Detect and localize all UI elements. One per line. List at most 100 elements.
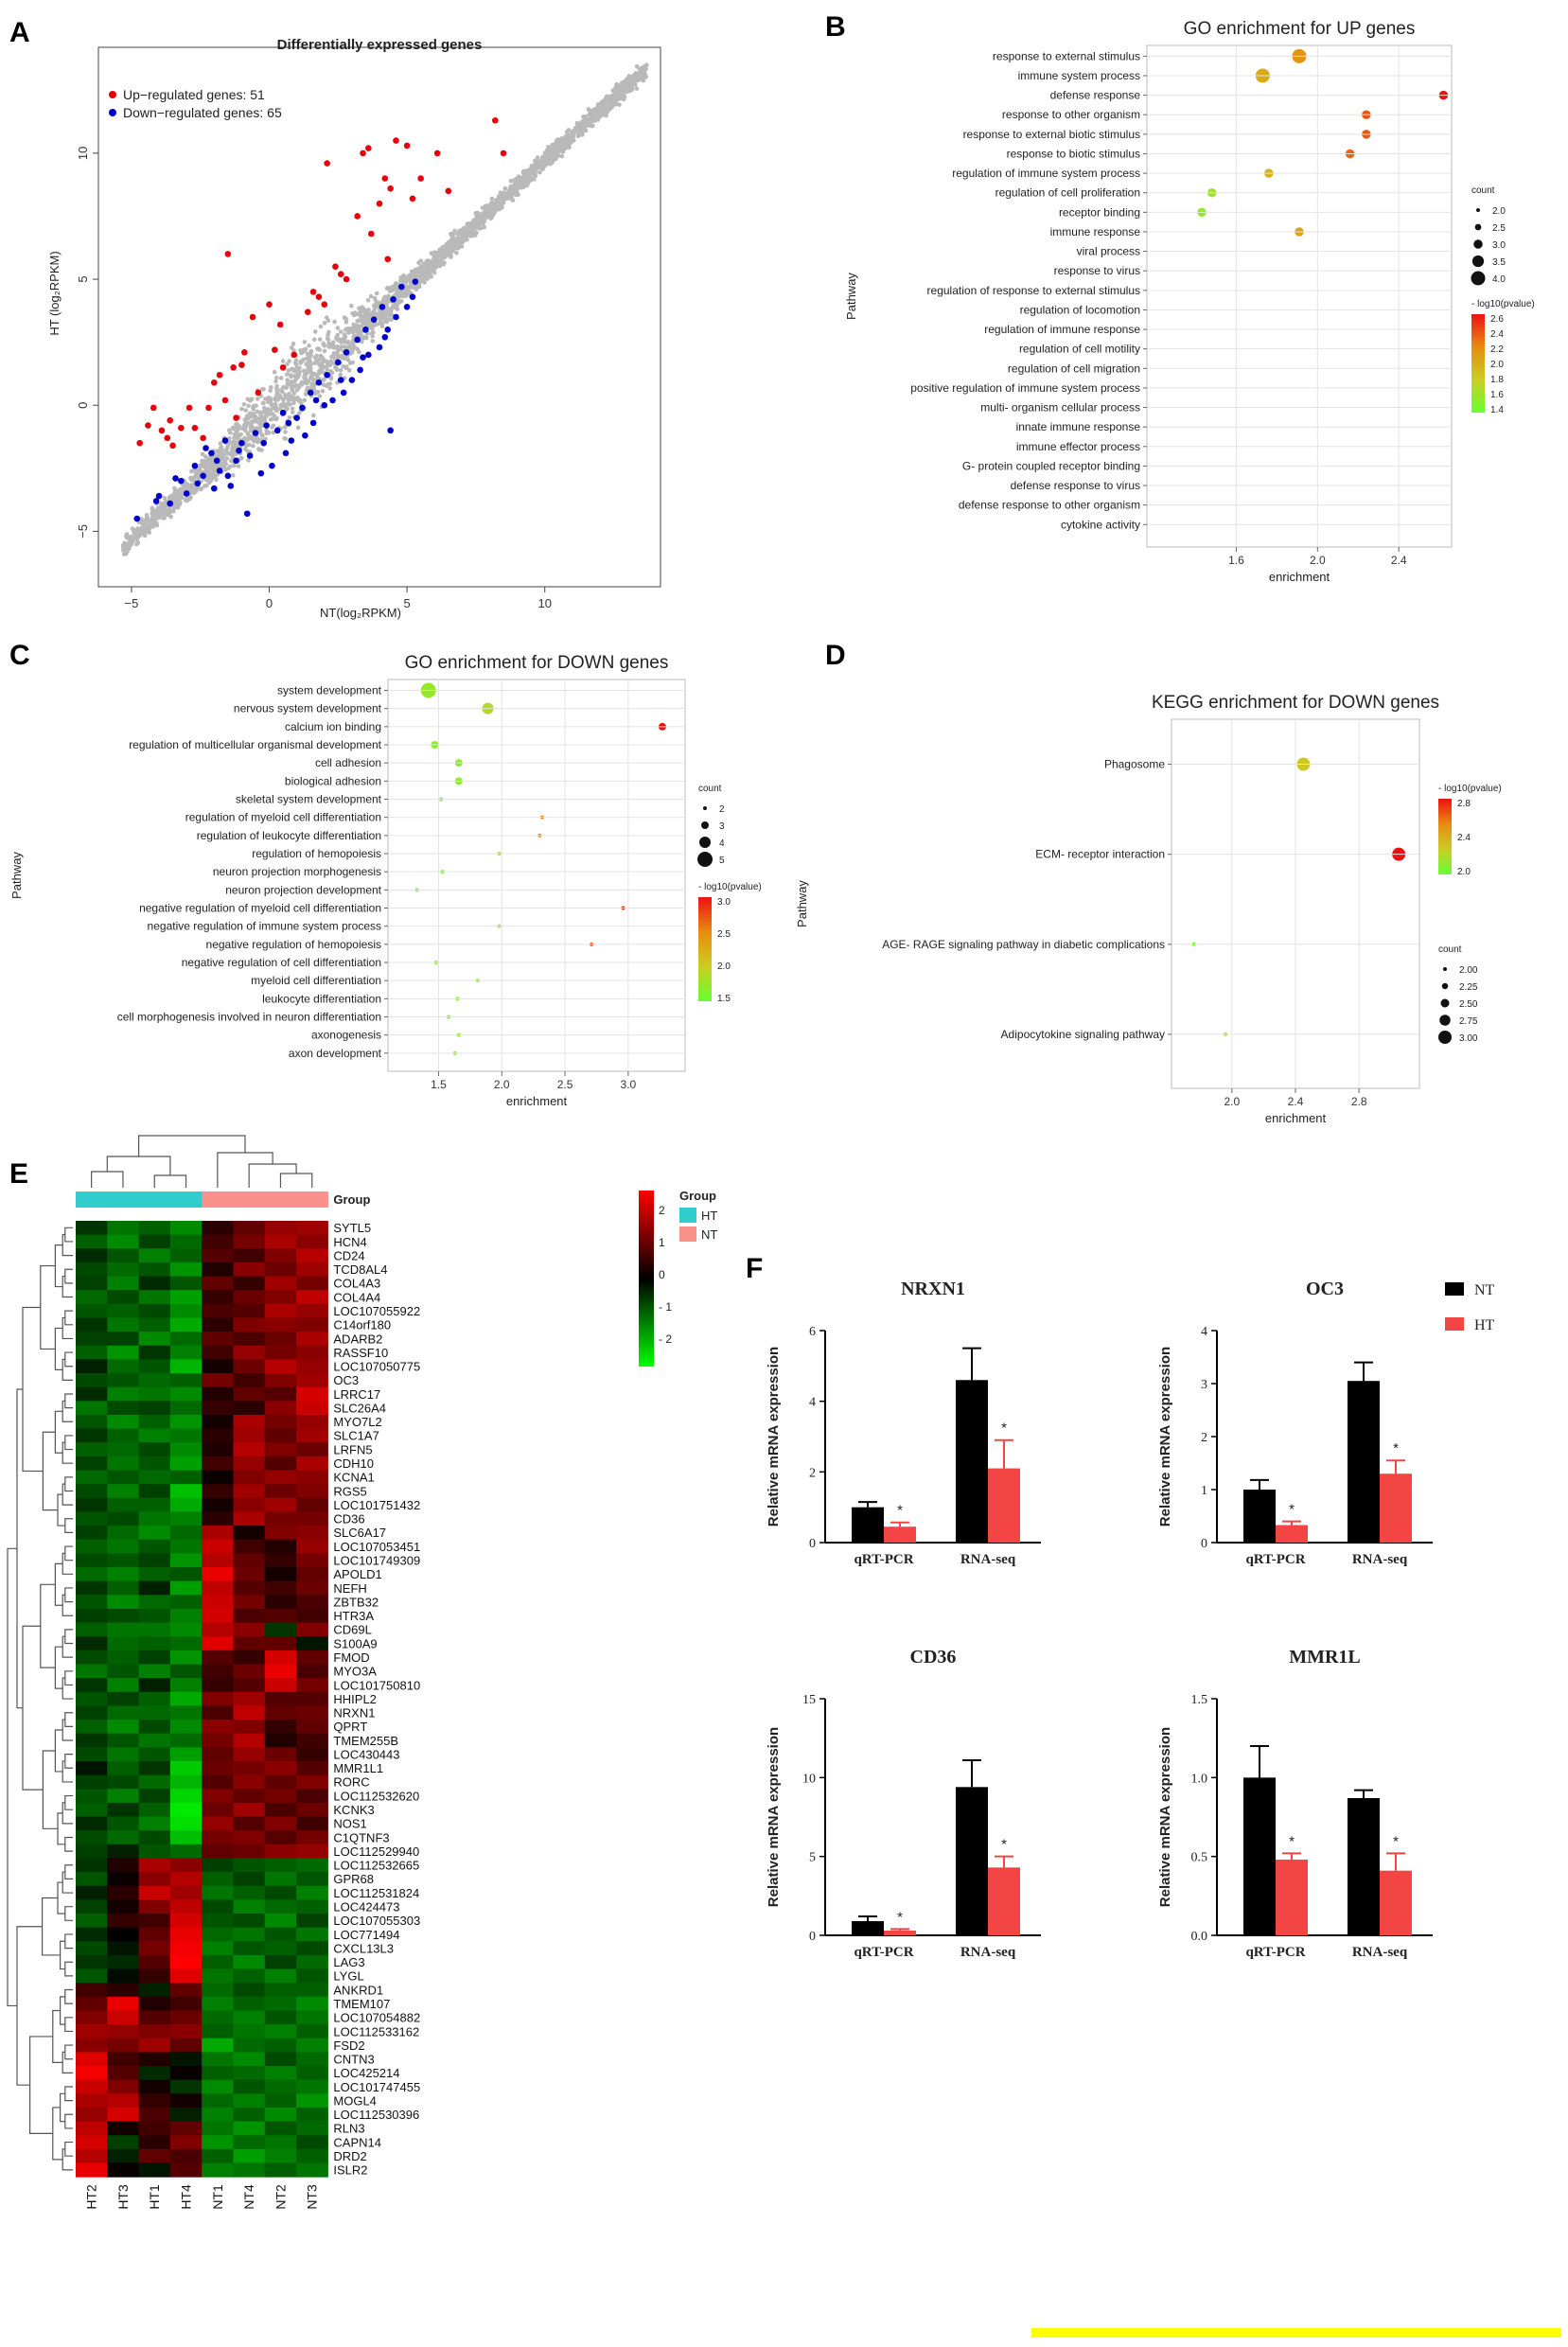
significance-marker: * bbox=[1393, 1833, 1399, 1849]
background-gene-point bbox=[432, 252, 436, 257]
data-point bbox=[243, 510, 251, 518]
heatmap-cell bbox=[169, 1678, 203, 1693]
background-gene-point bbox=[543, 159, 549, 165]
x-category-label: RNA-seq bbox=[1352, 1552, 1408, 1567]
data-point bbox=[312, 397, 320, 404]
data-point bbox=[500, 150, 507, 157]
heatmap-cell bbox=[107, 1733, 140, 1748]
heatmap-cell bbox=[202, 1844, 234, 1859]
background-gene-point bbox=[622, 94, 627, 99]
background-gene-point bbox=[355, 311, 360, 317]
data-point bbox=[381, 175, 389, 182]
heatmap-cell bbox=[138, 1941, 171, 1956]
background-gene-point bbox=[260, 433, 265, 438]
heatmap-cell bbox=[107, 1497, 140, 1512]
sample-label: NT4 bbox=[241, 2184, 256, 2210]
data-point bbox=[200, 434, 206, 442]
pathway-label: defense response bbox=[1050, 89, 1141, 102]
heatmap-cell bbox=[107, 2066, 140, 2081]
heatmap-cell bbox=[107, 1290, 140, 1305]
background-gene-point bbox=[449, 234, 455, 239]
heatmap-cell bbox=[264, 1386, 297, 1402]
dendrogram-branch bbox=[64, 1906, 73, 1921]
heatmap-cell bbox=[296, 2066, 328, 2081]
dendrogram-branch bbox=[57, 1881, 65, 1915]
row-dendrogram bbox=[7, 1226, 73, 2171]
pathway-label: axon development bbox=[289, 1047, 382, 1060]
background-gene-point bbox=[291, 410, 295, 415]
color-legend-label: 3.0 bbox=[717, 897, 731, 908]
heatmap-cell bbox=[138, 2162, 171, 2178]
background-gene-point bbox=[162, 516, 167, 521]
heatmap-cell bbox=[107, 1858, 140, 1873]
heatmap-cell bbox=[107, 2148, 140, 2164]
color-legend-label: 2.0 bbox=[717, 962, 731, 972]
significance-marker: * bbox=[1393, 1440, 1399, 1456]
background-gene-point bbox=[335, 348, 341, 354]
heatmap-cell bbox=[233, 1927, 266, 1942]
background-gene-point bbox=[219, 445, 224, 450]
background-gene-point bbox=[302, 373, 308, 379]
heatmap-cell bbox=[138, 1221, 171, 1236]
background-gene-point bbox=[523, 168, 529, 174]
dendrogram-branch bbox=[217, 1152, 273, 1188]
background-gene-point bbox=[328, 359, 333, 364]
background-gene-point bbox=[488, 215, 494, 221]
pathway-label: calcium ion binding bbox=[285, 720, 381, 733]
heatmap-cell bbox=[76, 1484, 108, 1499]
heatmap-cell bbox=[76, 2121, 108, 2136]
background-gene-point bbox=[232, 438, 237, 444]
chart-title: Differentially expressed genes bbox=[277, 37, 483, 53]
gene-label: ADARB2 bbox=[333, 1332, 382, 1346]
heatmap-cell bbox=[138, 1553, 171, 1568]
heatmap-cell bbox=[76, 1844, 108, 1859]
dendrogram-branch bbox=[60, 1996, 65, 2025]
group-color-cell bbox=[138, 1191, 171, 1208]
heatmap-cell bbox=[169, 1954, 203, 1970]
heatmap-cell bbox=[76, 1456, 108, 1472]
background-gene-point bbox=[264, 428, 269, 432]
background-gene-point bbox=[383, 294, 388, 300]
x-category-label: RNA-seq bbox=[960, 1945, 1016, 1960]
heatmap-cell bbox=[233, 1497, 266, 1512]
heatmap-cell bbox=[76, 2052, 108, 2067]
data-point bbox=[340, 389, 347, 397]
heatmap-cell bbox=[76, 1983, 108, 1998]
data-point bbox=[354, 336, 361, 344]
background-genes bbox=[120, 62, 649, 556]
bar-nt bbox=[1243, 1777, 1276, 1935]
background-gene-point bbox=[202, 484, 207, 488]
background-gene-point bbox=[261, 410, 266, 415]
gene-label: MOGL4 bbox=[333, 2093, 377, 2108]
heatmap-cell bbox=[296, 1317, 328, 1332]
background-gene-point bbox=[559, 153, 565, 159]
background-gene-point bbox=[268, 416, 273, 422]
background-gene-point bbox=[243, 443, 249, 449]
background-gene-point bbox=[291, 342, 296, 346]
background-gene-point bbox=[212, 474, 218, 480]
heatmap-cell bbox=[296, 1789, 328, 1804]
data-point bbox=[288, 437, 295, 444]
color-legend-label: 2.0 bbox=[1457, 867, 1471, 877]
heatmap-cell bbox=[264, 1470, 297, 1485]
background-gene-point bbox=[205, 472, 211, 477]
background-gene-point bbox=[258, 424, 263, 429]
color-legend-label: 1.4 bbox=[1490, 405, 1504, 415]
background-gene-point bbox=[484, 207, 489, 212]
background-gene-point bbox=[253, 416, 258, 421]
background-gene-point bbox=[458, 238, 464, 244]
count-legend-marker bbox=[1471, 271, 1486, 286]
background-gene-point bbox=[643, 74, 648, 79]
gene-label: KCNK3 bbox=[333, 1803, 374, 1817]
heatmap-cell bbox=[138, 1983, 171, 1998]
background-gene-point bbox=[595, 117, 601, 122]
background-gene-point bbox=[231, 444, 236, 449]
heatmap-cell bbox=[202, 1511, 234, 1526]
background-gene-point bbox=[632, 72, 637, 78]
heatmap-cell bbox=[169, 1497, 203, 1512]
pathway-label: regulation of leukocyte differentiation bbox=[197, 829, 381, 842]
group-legend-title: Group bbox=[679, 1189, 716, 1203]
heatmap-cell bbox=[138, 2093, 171, 2109]
heatmap-cell bbox=[233, 1373, 266, 1388]
heatmap-cell bbox=[202, 2148, 234, 2164]
